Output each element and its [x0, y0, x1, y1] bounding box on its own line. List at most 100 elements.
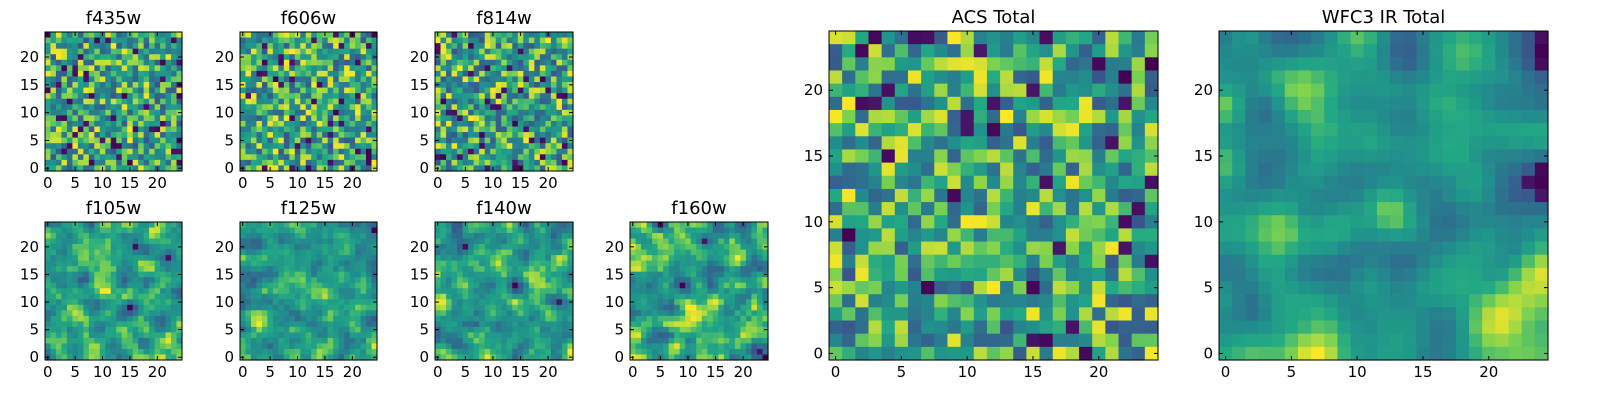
heatmap-cell — [468, 154, 475, 161]
heatmap-cell — [77, 238, 84, 245]
heatmap-cell — [657, 282, 664, 289]
heatmap-cell — [690, 227, 697, 234]
heatmap-cell — [160, 249, 167, 256]
heatmap-cell — [685, 238, 692, 245]
heatmap-cell — [77, 343, 84, 350]
heatmap-cell — [176, 148, 183, 155]
heatmap-cell — [1144, 149, 1159, 164]
heatmap-cell — [138, 244, 145, 251]
heatmap-cell — [1092, 123, 1106, 137]
heatmap-cell — [311, 271, 318, 278]
heatmap-cell — [272, 343, 279, 350]
heatmap-cell — [707, 249, 714, 256]
heatmap-cell — [154, 260, 161, 267]
heatmap-cell — [278, 126, 285, 133]
heatmap-cell — [349, 266, 356, 273]
heatmap-cell — [550, 37, 558, 44]
heatmap-cell — [921, 136, 935, 151]
heatmap-cell — [305, 315, 312, 322]
heatmap-cell — [138, 70, 145, 78]
heatmap-cell — [327, 115, 334, 122]
heatmap-cell — [550, 288, 558, 295]
heatmap-cell — [523, 132, 530, 139]
heatmap-cell — [110, 93, 117, 100]
heatmap-cell — [446, 238, 453, 245]
heatmap-cell — [256, 126, 263, 133]
heatmap-cell — [154, 244, 161, 251]
heatmap-cell — [143, 148, 150, 155]
heatmap-cell — [701, 222, 708, 229]
heatmap-cell — [77, 227, 84, 234]
heatmap-cell — [121, 315, 128, 322]
heatmap-cell — [501, 271, 508, 278]
heatmap-cell — [556, 59, 563, 66]
heatmap-cell — [707, 293, 714, 300]
heatmap-cell — [512, 310, 519, 317]
heatmap-cell — [110, 332, 117, 339]
heatmap-cell — [94, 154, 101, 161]
heatmap-cell — [94, 260, 101, 267]
heatmap-cell — [701, 255, 708, 262]
heatmap-cell — [366, 120, 373, 128]
heatmap-cell — [245, 109, 252, 116]
heatmap-cell — [121, 154, 128, 161]
heatmap-cell — [149, 148, 156, 155]
heatmap-cell — [1079, 96, 1093, 111]
heatmap-cell — [105, 288, 112, 295]
heatmap-cell — [261, 65, 268, 72]
heatmap-cell — [278, 54, 285, 61]
heatmap-cell — [83, 76, 90, 83]
heatmap-cell — [473, 233, 480, 240]
heatmap-cell — [143, 82, 150, 89]
heatmap-cell — [245, 315, 252, 322]
heatmap-cell — [149, 310, 156, 317]
heatmap-cell — [160, 104, 167, 111]
heatmap-cell — [457, 249, 464, 256]
heatmap-image — [829, 31, 1159, 361]
heatmap-cell — [45, 48, 52, 55]
heatmap-cell — [349, 59, 356, 66]
x-tick-label: 10 — [288, 174, 307, 192]
heatmap-cell — [545, 304, 552, 311]
heatmap-cell — [132, 299, 139, 306]
heatmap-cell — [517, 326, 524, 333]
heatmap-cell — [55, 266, 63, 273]
heatmap-cell — [105, 321, 112, 328]
heatmap-cell — [1144, 162, 1159, 177]
heatmap-cell — [756, 293, 764, 300]
heatmap-cell — [149, 337, 156, 345]
heatmap-cell — [88, 148, 95, 155]
heatmap-cell — [894, 215, 909, 229]
heatmap-cell — [127, 299, 134, 306]
heatmap-cell — [45, 87, 52, 94]
heatmap-cell — [652, 304, 659, 311]
heatmap-cell — [435, 104, 442, 111]
heatmap-cell — [528, 65, 535, 72]
heatmap-cell — [50, 43, 57, 50]
heatmap-cell — [479, 65, 486, 72]
heatmap-cell — [99, 271, 106, 278]
heatmap-cell — [484, 293, 491, 300]
heatmap-cell — [127, 43, 134, 50]
heatmap-cell — [528, 98, 535, 105]
heatmap-cell — [506, 65, 513, 72]
heatmap-cell — [707, 337, 714, 345]
heatmap-cell — [696, 244, 703, 251]
heatmap-cell — [366, 48, 373, 55]
heatmap-cell — [473, 165, 480, 172]
heatmap-cell — [1052, 44, 1067, 58]
heatmap-cell — [305, 143, 312, 150]
heatmap-cell — [1065, 188, 1080, 203]
heatmap-cell — [479, 93, 486, 100]
heatmap-cell — [501, 132, 508, 139]
heatmap-cell — [723, 227, 730, 234]
heatmap-cell — [630, 321, 637, 328]
heatmap-cell — [355, 255, 362, 262]
heatmap-cell — [751, 255, 758, 262]
heatmap-cell — [366, 288, 373, 295]
heatmap-cell — [61, 59, 68, 66]
heatmap-cell — [176, 282, 183, 289]
heatmap-cell — [734, 337, 741, 345]
heatmap-cell — [473, 227, 480, 234]
heatmap-cell — [283, 70, 290, 78]
